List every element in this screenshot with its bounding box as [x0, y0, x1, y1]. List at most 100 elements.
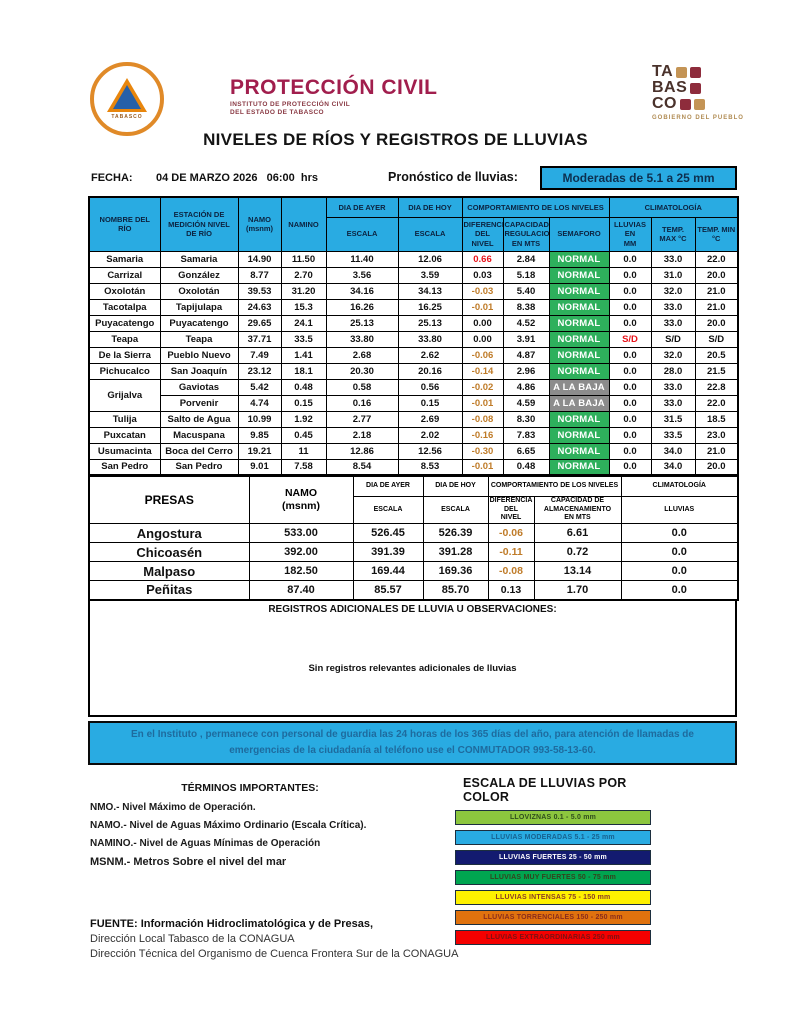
semaforo-status-badge: NORMAL: [548, 266, 610, 284]
regulation-capacity-cell: 3.91: [502, 330, 550, 348]
temp-max-cell: 33.0: [650, 314, 696, 332]
rain-scale-bar: LLUVIAS TORRENCIALES 150 - 250 mm: [455, 910, 651, 925]
river-row: Grijalva Gaviotas 5.42 0.48 0.58 0.56 -0.02 4.8…: [88, 378, 739, 412]
river-name-cell: Carrizal: [88, 266, 161, 284]
col-presas-behavior: COMPORTAMIENTO DE LOS NIVELES: [487, 476, 622, 497]
station-cell: Puyacatengo: [159, 314, 239, 332]
regulation-capacity-cell: 8.30: [502, 410, 550, 428]
namo-cell: 9.01: [237, 458, 282, 476]
temp-min-cell: 22.0: [694, 250, 739, 268]
namo-cell: 5.42: [237, 378, 282, 396]
river-row: Tacotalpa Tapijulapa 24.63 15.3 16.26 16.25 -0…: [88, 298, 739, 316]
tables-wrap: NOMBRE DEL RÍO ESTACIÓN DE MEDICIÓN NIVE…: [88, 196, 740, 765]
station-cell: Porvenir: [159, 394, 239, 412]
rain-mm-cell: S/D: [608, 330, 652, 348]
observations-message: Sin registros relevantes adicionales de …: [308, 662, 517, 674]
namo-cell: 4.74: [237, 394, 282, 412]
namo-cell: 10.99: [237, 410, 282, 428]
scale-yesterday-cell: 2.68: [325, 346, 399, 364]
scale-yesterday-cell: 2.18: [325, 426, 399, 444]
scale-yesterday-cell: 34.16: [325, 282, 399, 300]
source-line-2: Dirección Local Tabasco de la CONAGUA: [90, 933, 295, 945]
col-semaforo: SEMAFORO: [548, 216, 610, 252]
col-yesterday: DIA DE AYER: [325, 196, 399, 218]
civil-protection-triangle-icon: [107, 78, 147, 112]
rain-mm-cell: 0.0: [608, 442, 652, 460]
presa-row: Peñitas 87.40 85.57 85.70 0.13 1.70 0.0: [88, 580, 739, 600]
scale-yesterday-cell: 33.80: [325, 330, 399, 348]
col-presas-namo: NAMO (msnm): [248, 476, 354, 524]
scale-today-cell: 0.15: [397, 394, 463, 412]
col-scale-yesterday: ESCALA: [325, 216, 399, 252]
col-capacity: CAPACIDAD REGULACION EN MTS: [502, 216, 550, 252]
level-difference-cell: -0.02: [461, 378, 504, 396]
temp-max-cell: 33.0: [650, 298, 696, 316]
level-difference-cell: 0.66: [461, 250, 504, 268]
presa-row: Chicoasén 392.00 391.39 391.28 -0.11 0.72 0.0: [88, 542, 739, 562]
scale-yesterday-cell: 16.26: [325, 298, 399, 316]
temp-max-cell: 33.0: [650, 250, 696, 268]
presa-scale-today-cell: 85.70: [422, 580, 489, 600]
page-title: NIVELES DE RÍOS Y REGISTROS DE LLUVIAS: [203, 130, 588, 149]
regulation-capacity-cell: 7.83: [502, 426, 550, 444]
rain-scale-bar: LLUVIAS MODERADAS 5.1 - 25 mm: [455, 830, 651, 845]
presas-header-row-1: PRESAS NAMO (msnm) DIA DE AYER DIA DE HO…: [88, 476, 739, 524]
level-difference-cell: -0.16: [461, 426, 504, 444]
presas-header-row-2: ESCALA ESCALA DIFERENCIA DEL NIVEL CAPAC…: [89, 496, 739, 524]
scale-today-cell: 33.80: [397, 330, 463, 348]
temp-min-cell: 20.0: [694, 458, 739, 476]
river-name-cell: Oxolotán: [88, 282, 161, 300]
tabasco-glyph-icon: [690, 66, 702, 78]
terms-section: TÉRMINOS IMPORTANTES: NMO.- Nivel Máximo…: [90, 782, 452, 875]
rain-mm-cell: 0.0: [608, 266, 652, 284]
semaforo-status-badge: NORMAL: [548, 298, 610, 316]
presa-storage-capacity-cell: 1.70: [533, 580, 622, 600]
namino-cell: 33.5: [280, 330, 327, 348]
presa-storage-capacity-cell: 6.61: [533, 523, 622, 543]
temp-min-cell: 20.0: [694, 266, 739, 284]
rain-scale-bar: LLUVIAS INTENSAS 75 - 150 mm: [455, 890, 651, 905]
level-difference-cell: -0.03: [461, 282, 504, 300]
col-diff: DIFERENCIA DEL NIVEL: [461, 216, 504, 252]
observations-box: REGISTROS ADICIONALES DE LLUVIA U OBSERV…: [88, 600, 737, 717]
river-name-cell: Puxcatan: [88, 426, 161, 444]
notice-banner: En el Instituto , permanece con personal…: [88, 720, 737, 765]
meta-row: FECHA: 04 DE MARZO 2026 06:00 hrs Pronós…: [0, 166, 791, 192]
level-difference-cell: -0.08: [461, 410, 504, 428]
scale-yesterday-cell: 0.58: [325, 378, 399, 396]
org-identity: PROTECCIÓN CIVIL INSTITUTO DE PROTECCIÓN…: [230, 76, 438, 116]
col-presas: PRESAS: [88, 476, 250, 524]
source-section: FUENTE: Información Hidroclimatológica y…: [90, 918, 458, 963]
scale-yesterday-cell: 0.16: [325, 394, 399, 412]
namo-cell: 8.77: [237, 266, 282, 284]
scale-yesterday-cell: 8.54: [325, 458, 399, 476]
scale-today-cell: 34.13: [397, 282, 463, 300]
rain-scale-title: ESCALA DE LLUVIAS POR COLOR: [463, 776, 627, 804]
rain-mm-cell: 0.0: [608, 250, 652, 268]
presa-namo-cell: 533.00: [248, 523, 354, 543]
scale-today-cell: 8.53: [397, 458, 463, 476]
station-cell: Oxolotán: [159, 282, 239, 300]
namino-cell: 24.1: [280, 314, 327, 332]
river-name-cell: Teapa: [88, 330, 161, 348]
rivers-body: Samaria Samaria 14.90 11.50 11.40 12.06 0.66 2.…: [88, 250, 739, 476]
namino-cell: 11.50: [280, 250, 327, 268]
semaforo-status-badge: NORMAL: [548, 410, 610, 428]
scale-yesterday-cell: 3.56: [325, 266, 399, 284]
namo-cell: 29.65: [237, 314, 282, 332]
semaforo-status-badge: NORMAL: [548, 426, 610, 444]
seal-bottom-text: TABASCO: [111, 114, 143, 120]
col-presas-yesterday: DIA DE AYER: [352, 476, 424, 497]
col-scale-today: ESCALA: [397, 216, 463, 252]
namino-cell: 11: [280, 442, 327, 460]
station-cell: San Joaquín: [159, 362, 239, 380]
org-subtitle-1: INSTITUTO DE PROTECCIÓN CIVIL: [230, 101, 351, 108]
river-name-cell: San Pedro: [88, 458, 161, 476]
rain-mm-cell: 0.0: [608, 378, 652, 396]
semaforo-status-badge: NORMAL: [548, 362, 610, 380]
presa-rain-cell: 0.0: [620, 542, 739, 562]
station-cell: Tapijulapa: [159, 298, 239, 316]
temp-max-cell: 28.0: [650, 362, 696, 380]
scale-today-cell: 2.62: [397, 346, 463, 364]
